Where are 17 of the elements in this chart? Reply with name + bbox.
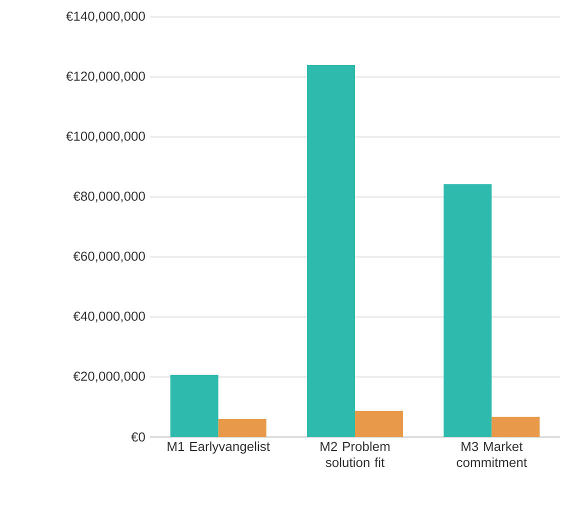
bar <box>492 416 540 437</box>
y-tick-label: €60,000,000 <box>73 252 145 262</box>
y-tick-label: €0 <box>131 432 145 442</box>
bar <box>170 374 218 437</box>
y-tick-label: €140,000,000 <box>66 12 145 22</box>
x-tick-label: M3 Market commitment <box>456 442 527 468</box>
y-tick-label: €20,000,000 <box>73 372 145 382</box>
bar <box>444 184 492 437</box>
bar <box>307 64 355 437</box>
bar <box>218 419 266 437</box>
y-tick-label: €40,000,000 <box>73 312 145 322</box>
x-tick-label: M2 Problem solution fit <box>320 442 390 468</box>
y-tick-label: €80,000,000 <box>73 192 145 202</box>
bar <box>355 410 403 437</box>
x-tick-label: M1 Earlyvangelist <box>168 442 270 454</box>
y-tick-label: €120,000,000 <box>66 72 145 82</box>
y-tick-label: €100,000,000 <box>66 132 145 142</box>
